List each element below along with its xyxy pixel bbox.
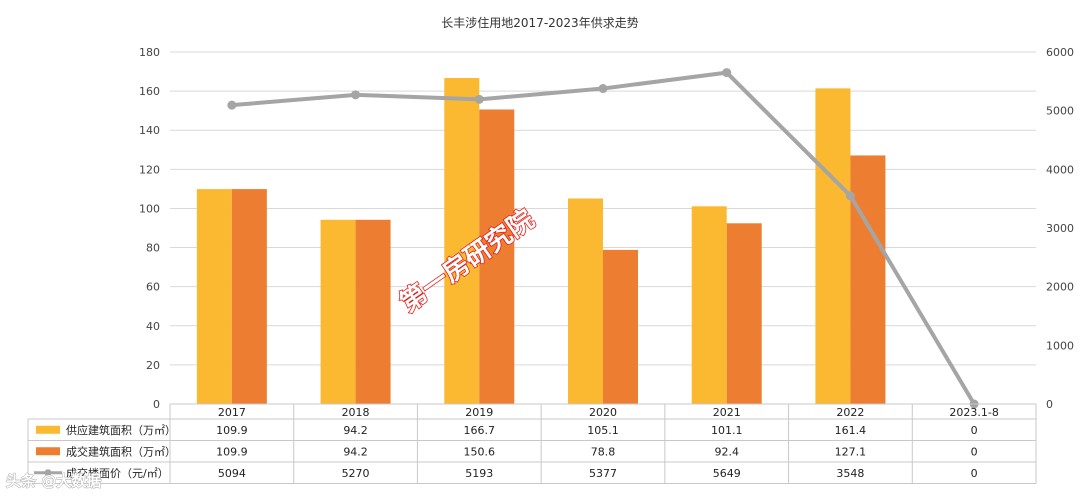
- category-label: 2021: [713, 406, 741, 419]
- data-label: 5270: [342, 467, 370, 480]
- price-point: [351, 90, 361, 100]
- left-y-tick-label: 160: [139, 85, 160, 98]
- right-y-tick-label: 6000: [1046, 46, 1074, 59]
- right-y-tick-label: 3000: [1046, 222, 1074, 235]
- left-y-tick-label: 0: [153, 398, 160, 411]
- price-point: [474, 94, 484, 104]
- chart-title: 长丰涉住用地2017-2023年供求走势: [441, 16, 638, 30]
- legend-key: [44, 469, 52, 477]
- data-label: 92.4: [714, 445, 739, 458]
- category-label: 2020: [589, 406, 617, 419]
- data-label: 5377: [589, 467, 617, 480]
- price-point: [845, 191, 855, 201]
- data-label: 0: [971, 424, 978, 437]
- right-y-tick-label: 0: [1046, 398, 1053, 411]
- bar-supply: [568, 198, 603, 404]
- left-y-tick-label: 120: [139, 163, 160, 176]
- right-y-tick-label: 5000: [1046, 105, 1074, 118]
- data-label: 5193: [465, 467, 493, 480]
- right-y-tick-label: 2000: [1046, 281, 1074, 294]
- category-label: 2017: [218, 406, 246, 419]
- right-y-tick-label: 4000: [1046, 163, 1074, 176]
- bar-deal: [355, 219, 391, 404]
- data-label: 127.1: [835, 445, 867, 458]
- category-label: 2022: [836, 406, 864, 419]
- data-label: 94.2: [343, 445, 368, 458]
- data-label: 109.9: [216, 445, 248, 458]
- bar-supply: [320, 219, 356, 404]
- legend-key: [36, 447, 60, 456]
- data-label: 101.1: [711, 424, 743, 437]
- left-y-tick-label: 20: [146, 359, 160, 372]
- corner-logo: 头条 @大数据: [6, 472, 101, 490]
- series-name: 供应建筑面积（万㎡）: [66, 423, 176, 437]
- category-label: 2018: [342, 406, 370, 419]
- data-label: 94.2: [343, 424, 368, 437]
- data-label: 150.6: [464, 445, 496, 458]
- left-y-tick-label: 100: [139, 202, 160, 215]
- data-label: 161.4: [835, 424, 867, 437]
- series-name: 成交建筑面积（万㎡）: [66, 444, 176, 458]
- series-name: 成交楼面价（元/㎡）: [66, 466, 169, 480]
- right-y-axis: 0 1000 2000 3000 4000 5000 6000: [1046, 46, 1074, 411]
- price-line-series: [227, 68, 979, 409]
- data-label: 78.8: [591, 445, 616, 458]
- bar-deal: [850, 155, 886, 404]
- price-point: [722, 68, 732, 78]
- data-label: 0: [971, 445, 978, 458]
- data-label: 5094: [218, 467, 246, 480]
- bar-supply: [815, 88, 851, 404]
- data-label: 105.1: [587, 424, 619, 437]
- data-label: 166.7: [464, 424, 496, 437]
- data-table: 2017 2018 2019 2020 2021 2022 2023.1-8 供应建筑面积（万…: [27, 403, 1037, 484]
- bar-supply: [691, 206, 727, 404]
- right-y-tick-label: 1000: [1046, 339, 1074, 352]
- bar-series: [196, 78, 886, 405]
- bar-supply: [196, 189, 232, 404]
- category-label: 2019: [465, 406, 493, 419]
- data-label: 5649: [713, 467, 741, 480]
- bar-deal: [231, 189, 267, 404]
- bar-deal: [603, 249, 638, 404]
- price-point: [598, 84, 608, 94]
- bar-deal: [726, 223, 762, 404]
- left-y-tick-label: 60: [146, 281, 160, 294]
- price-point: [227, 100, 237, 110]
- legend-key: [36, 425, 60, 434]
- category-label: 2023.1-8: [949, 406, 998, 419]
- left-y-tick-label: 140: [139, 124, 160, 137]
- left-y-tick-label: 80: [146, 242, 160, 255]
- left-y-tick-label: 40: [146, 320, 160, 333]
- data-label: 3548: [836, 467, 864, 480]
- left-y-tick-label: 180: [139, 46, 160, 59]
- bar-deal: [479, 109, 515, 404]
- left-y-axis: 0 20 40 60 80 100 120 140 160 180: [139, 46, 160, 411]
- data-label: 0: [971, 467, 978, 480]
- bar-supply: [444, 78, 480, 405]
- data-label: 109.9: [216, 424, 248, 437]
